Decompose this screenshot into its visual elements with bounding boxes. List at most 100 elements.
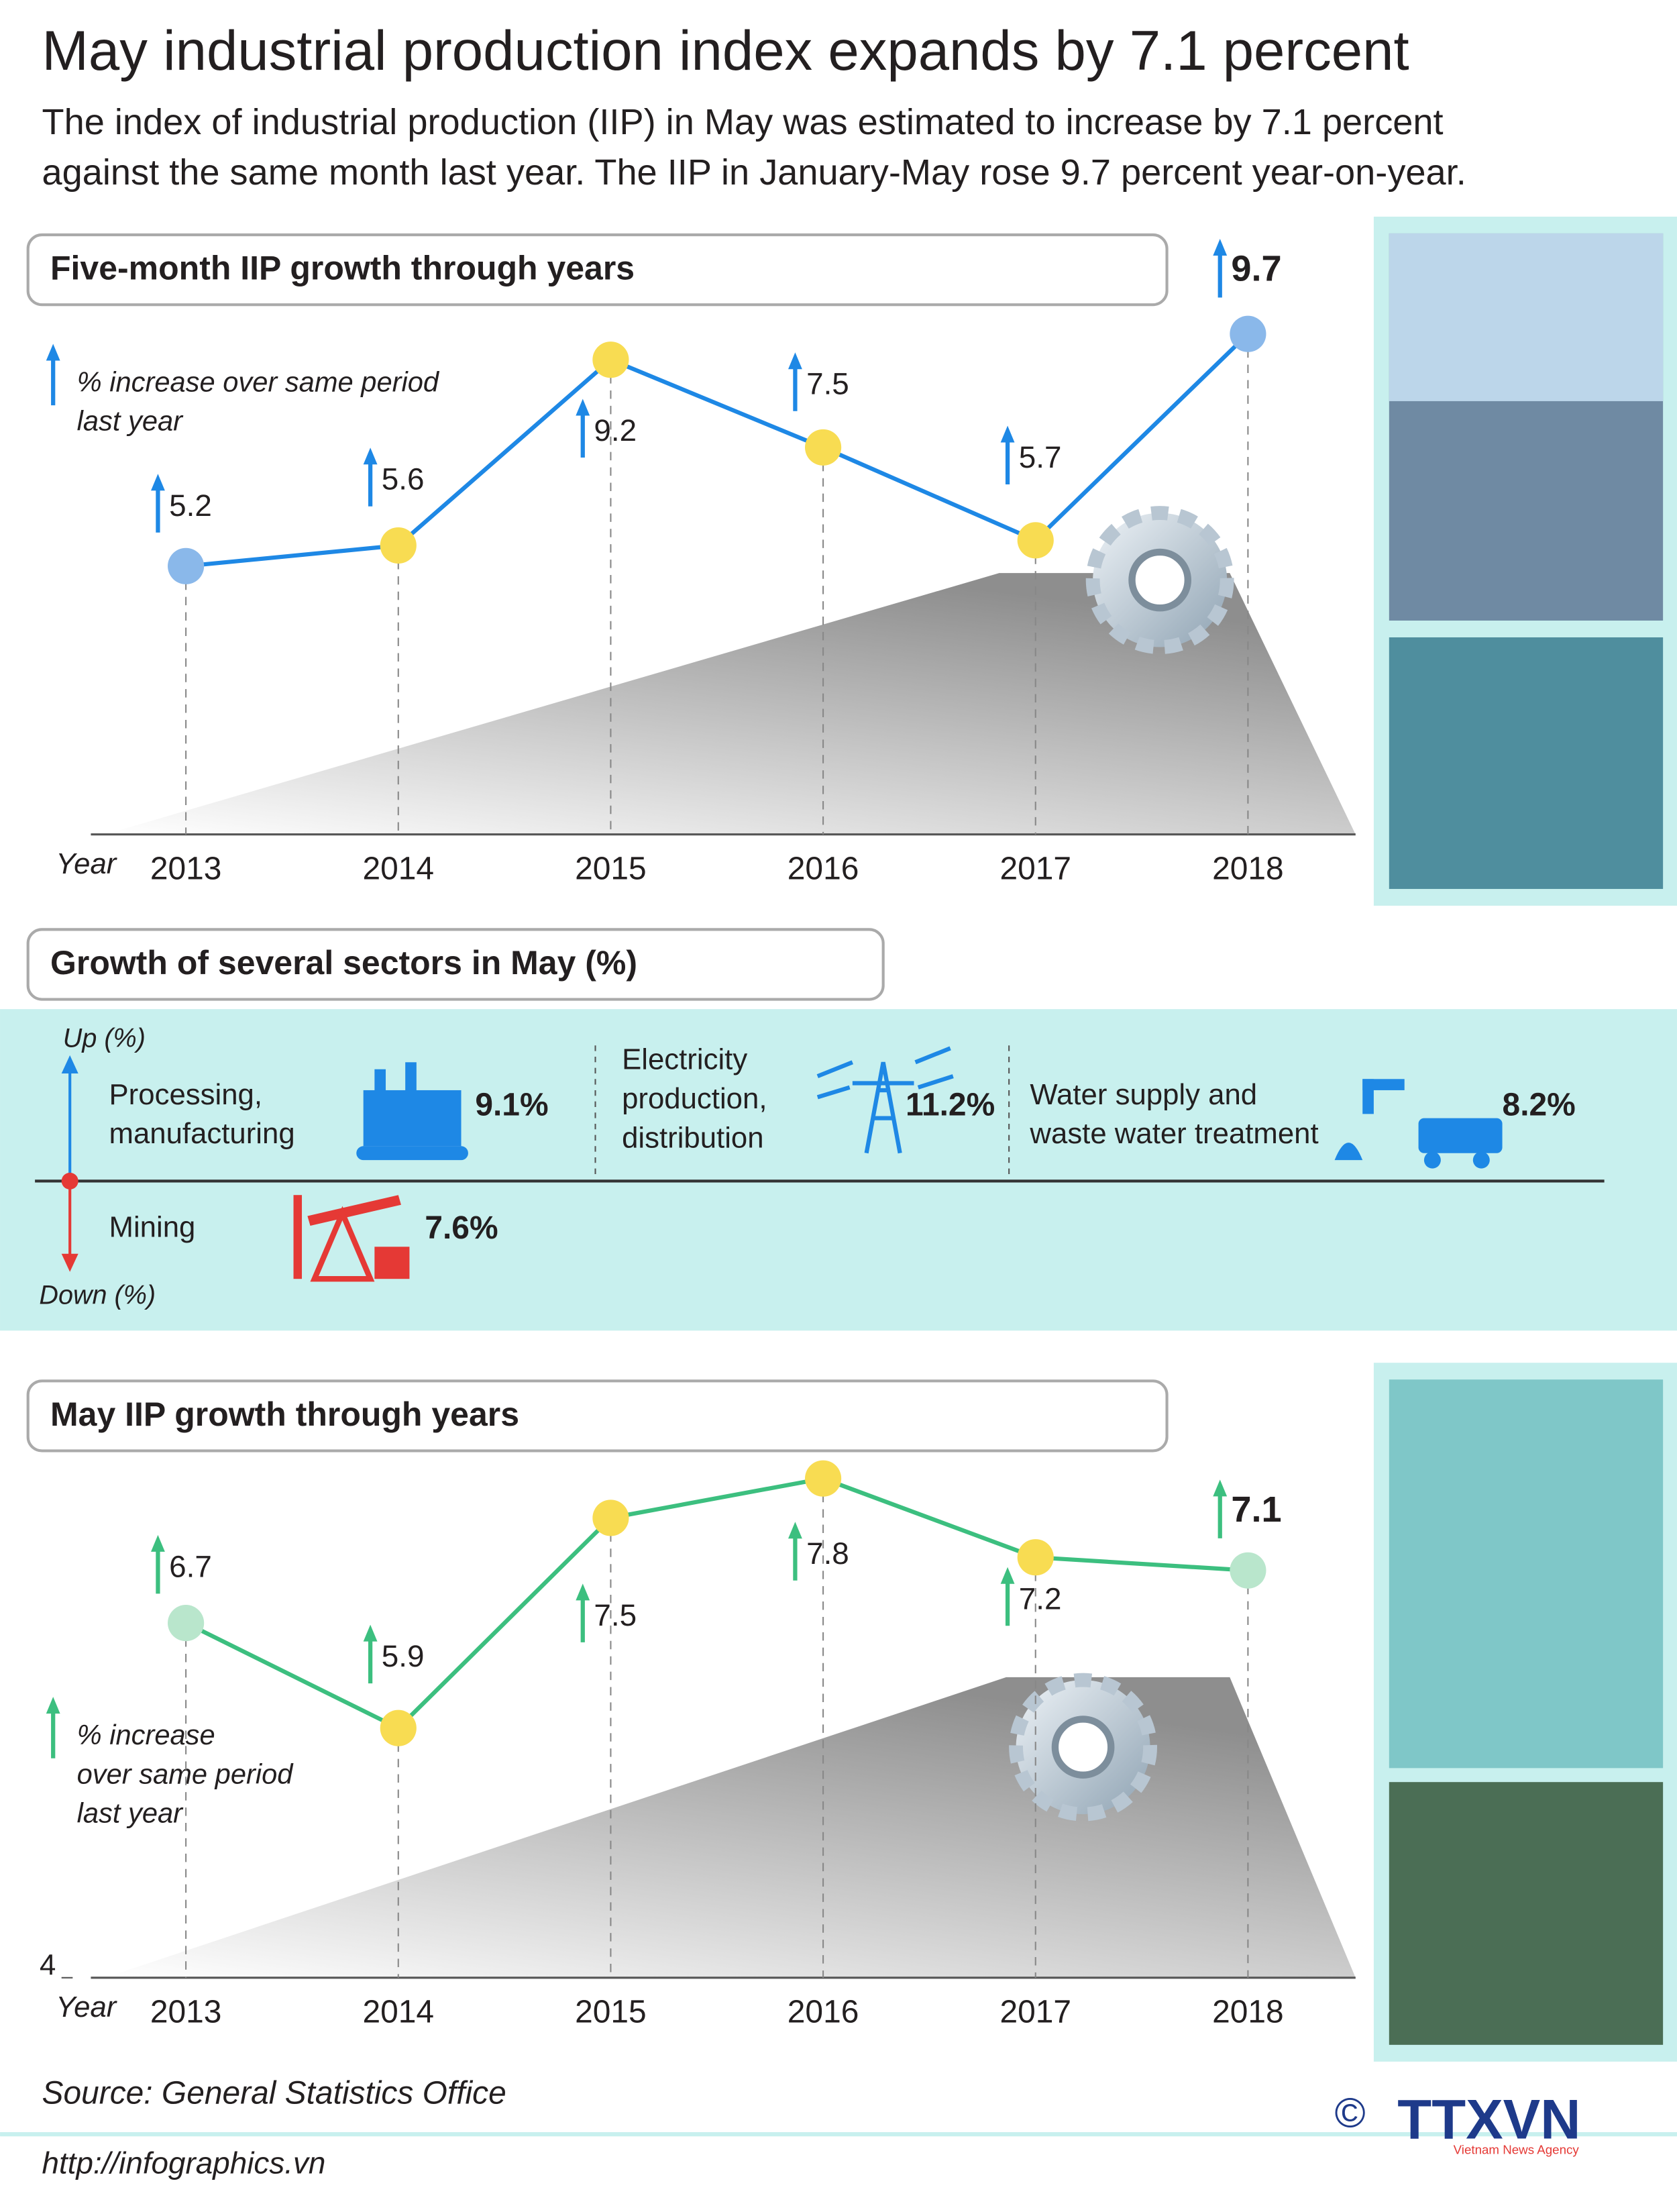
arrow-head: [46, 1697, 60, 1714]
url: http://infographics.vn: [42, 2146, 326, 2180]
factory-icon: [356, 1062, 468, 1161]
x-tick-label: 2017: [999, 851, 1071, 886]
oil-pump-icon: [293, 1195, 410, 1282]
x-tick-label: 2015: [575, 851, 647, 886]
arrow-head: [151, 474, 165, 491]
sector-value: 7.6%: [425, 1210, 498, 1246]
arrow-head: [576, 399, 590, 416]
chart-title-box: [26, 233, 1169, 307]
annotation: % increase over same period: [77, 366, 440, 397]
point: [1017, 522, 1054, 559]
x-tick-label: 2014: [362, 1995, 434, 2030]
x-tick-label: 2015: [575, 1995, 647, 2030]
point: [805, 429, 842, 466]
up-arrow-head: [61, 1055, 78, 1073]
data-label: 7.8: [806, 1536, 849, 1571]
arrow-head: [788, 1522, 802, 1539]
sector-name: manufacturing: [109, 1117, 295, 1150]
logo: TTXVN: [1397, 2088, 1580, 2150]
sector-name: Mining: [109, 1211, 196, 1244]
water-icon: [1334, 1079, 1503, 1169]
copyright: ©: [1335, 2090, 1366, 2137]
arrow-head: [1213, 239, 1228, 256]
point: [592, 1499, 629, 1536]
chart-title: Five-month IIP growth through years: [50, 250, 635, 287]
x-tick-label: 2013: [150, 1995, 222, 2030]
data-label: 5.2: [169, 488, 212, 523]
subtitle: against the same month last year. The II…: [42, 152, 1466, 193]
source: Source: General Statistics Office: [42, 2075, 506, 2111]
tower-icon: [816, 1046, 954, 1154]
point: [168, 547, 205, 584]
arrow-head: [151, 1534, 165, 1552]
sector-band: [0, 1009, 1677, 1331]
x-tick-label: 2017: [999, 1995, 1071, 2030]
sector-name: Processing,: [109, 1078, 263, 1111]
data-label: 7.2: [1019, 1581, 1062, 1616]
sector-name: waste water treatment: [1029, 1117, 1318, 1150]
x-tick-label: 2016: [788, 1995, 859, 2030]
point: [805, 1460, 842, 1497]
point: [1017, 1539, 1054, 1576]
logo-sub: Vietnam News Agency: [1454, 2142, 1580, 2156]
title: May industrial production index expands …: [42, 19, 1409, 82]
sector-name: distribution: [622, 1121, 764, 1154]
data-label: 5.9: [382, 1639, 425, 1673]
data-label: 7.5: [806, 367, 849, 401]
chart-title: May IIP growth through years: [50, 1395, 519, 1433]
photo: [1389, 1782, 1664, 2045]
arrow-head: [576, 1583, 590, 1601]
gear-hole: [1128, 548, 1192, 612]
down-label: Down (%): [39, 1281, 156, 1310]
line: [185, 332, 1250, 568]
section-title-box: [26, 928, 885, 1001]
arrow-head: [1000, 1567, 1015, 1584]
point: [1230, 1552, 1266, 1589]
x-tick-label: 2016: [788, 851, 859, 886]
annotation: % increase: [77, 1719, 215, 1750]
data-label: 5.7: [1019, 440, 1062, 474]
arrow-head: [46, 344, 60, 361]
arrow-head: [363, 1624, 378, 1642]
down-arrow-head: [61, 1253, 78, 1272]
point: [1230, 315, 1266, 352]
axis-dot: [61, 1172, 78, 1190]
section-title: Growth of several sectors in May (%): [50, 944, 637, 982]
arrow-head: [1000, 425, 1015, 443]
point: [168, 1605, 205, 1642]
x-axis-label: Year: [56, 847, 117, 880]
data-label: 5.6: [382, 462, 425, 496]
gear-hole: [1051, 1716, 1115, 1779]
decor-ramp: [105, 573, 1356, 835]
annotation: last year: [77, 1797, 184, 1829]
x-tick-label: 2013: [150, 851, 222, 886]
arrow-head: [363, 447, 378, 465]
decor-ramp: [105, 1677, 1356, 1978]
sector-value: 9.1%: [475, 1087, 548, 1122]
sector-name: Electricity: [622, 1043, 747, 1076]
line: [184, 1476, 1248, 1731]
data-label: 9.7: [1231, 249, 1281, 289]
up-label: Up (%): [63, 1023, 146, 1053]
sector-value: 8.2%: [1503, 1087, 1576, 1122]
point: [592, 341, 629, 378]
arrow-head: [788, 352, 802, 370]
photo-sky: [1389, 233, 1664, 401]
sector-name: Water supply and: [1030, 1078, 1257, 1111]
annotation: last year: [77, 405, 184, 437]
data-label: 7.1: [1231, 1489, 1281, 1530]
photo: [1389, 637, 1664, 889]
arrow-head: [1213, 1479, 1228, 1497]
subtitle: The index of industrial production (IIP)…: [42, 102, 1444, 142]
x-tick-label: 2018: [1212, 1995, 1284, 2030]
point: [380, 1709, 417, 1746]
x-axis-label: Year: [56, 1991, 117, 2023]
sector-value: 11.2%: [906, 1087, 995, 1122]
point: [380, 527, 417, 564]
chart-title-box: [26, 1379, 1169, 1453]
x-tick-label: 2018: [1212, 851, 1284, 886]
data-label: 6.7: [169, 1549, 212, 1583]
data-label: 7.5: [594, 1598, 637, 1632]
data-label: 9.2: [594, 413, 637, 447]
